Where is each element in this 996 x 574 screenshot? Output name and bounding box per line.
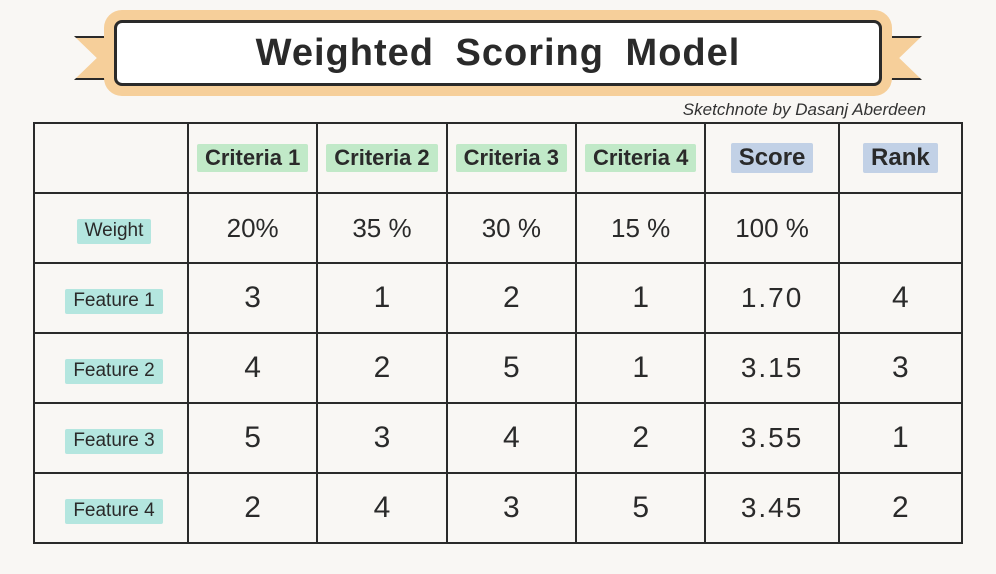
cell-weight-rank [839, 193, 962, 263]
cell-f2-c3: 5 [447, 333, 576, 403]
rowlabel-feature-1: Feature 1 [34, 263, 188, 333]
cell-f4-c1: 2 [188, 473, 317, 543]
cell-weight-c1: 20% [188, 193, 317, 263]
cell-f4-score: 3.45 [705, 473, 838, 543]
cell-f3-c3: 4 [447, 403, 576, 473]
cell-weight-c3: 30 % [447, 193, 576, 263]
page-title: Weighted Scoring Model [256, 32, 741, 75]
rowlabel-weight: Weight [34, 193, 188, 263]
cell-weight-c2: 35 % [317, 193, 446, 263]
row-weight: Weight 20% 35 % 30 % 15 % 100 % [34, 193, 962, 263]
title-banner: Weighted Scoring Model [98, 14, 898, 92]
cell-f1-c1: 3 [188, 263, 317, 333]
cell-weight-score: 100 % [705, 193, 838, 263]
cell-f1-c4: 1 [576, 263, 705, 333]
cell-f2-c1: 4 [188, 333, 317, 403]
cell-weight-c4: 15 % [576, 193, 705, 263]
cell-f4-rank: 2 [839, 473, 962, 543]
scoring-table: Criteria 1 Criteria 2 Criteria 3 Criteri… [33, 122, 963, 544]
rowlabel-feature-4: Feature 4 [34, 473, 188, 543]
header-blank [34, 123, 188, 193]
cell-f2-rank: 3 [839, 333, 962, 403]
cell-f3-c2: 3 [317, 403, 446, 473]
cell-f2-c4: 1 [576, 333, 705, 403]
cell-f4-c2: 4 [317, 473, 446, 543]
cell-f2-score: 3.15 [705, 333, 838, 403]
cell-f1-c3: 2 [447, 263, 576, 333]
rowlabel-feature-2: Feature 2 [34, 333, 188, 403]
header-score: Score [705, 123, 838, 193]
cell-f3-c1: 5 [188, 403, 317, 473]
header-criteria-3: Criteria 3 [447, 123, 576, 193]
row-feature-2: Feature 2 4 2 5 1 3.15 3 [34, 333, 962, 403]
row-feature-4: Feature 4 2 4 3 5 3.45 2 [34, 473, 962, 543]
cell-f4-c3: 3 [447, 473, 576, 543]
header-rank: Rank [839, 123, 962, 193]
cell-f3-c4: 2 [576, 403, 705, 473]
cell-f2-c2: 2 [317, 333, 446, 403]
row-feature-1: Feature 1 3 1 2 1 1.70 4 [34, 263, 962, 333]
cell-f4-c4: 5 [576, 473, 705, 543]
credit-line: Sketchnote by Dasanj Aberdeen [30, 100, 966, 120]
cell-f1-score: 1.70 [705, 263, 838, 333]
header-criteria-1: Criteria 1 [188, 123, 317, 193]
rowlabel-feature-3: Feature 3 [34, 403, 188, 473]
table-header-row: Criteria 1 Criteria 2 Criteria 3 Criteri… [34, 123, 962, 193]
cell-f3-score: 3.55 [705, 403, 838, 473]
header-criteria-4: Criteria 4 [576, 123, 705, 193]
header-criteria-2: Criteria 2 [317, 123, 446, 193]
cell-f1-rank: 4 [839, 263, 962, 333]
cell-f1-c2: 1 [317, 263, 446, 333]
banner-box: Weighted Scoring Model [114, 20, 882, 86]
cell-f3-rank: 1 [839, 403, 962, 473]
row-feature-3: Feature 3 5 3 4 2 3.55 1 [34, 403, 962, 473]
